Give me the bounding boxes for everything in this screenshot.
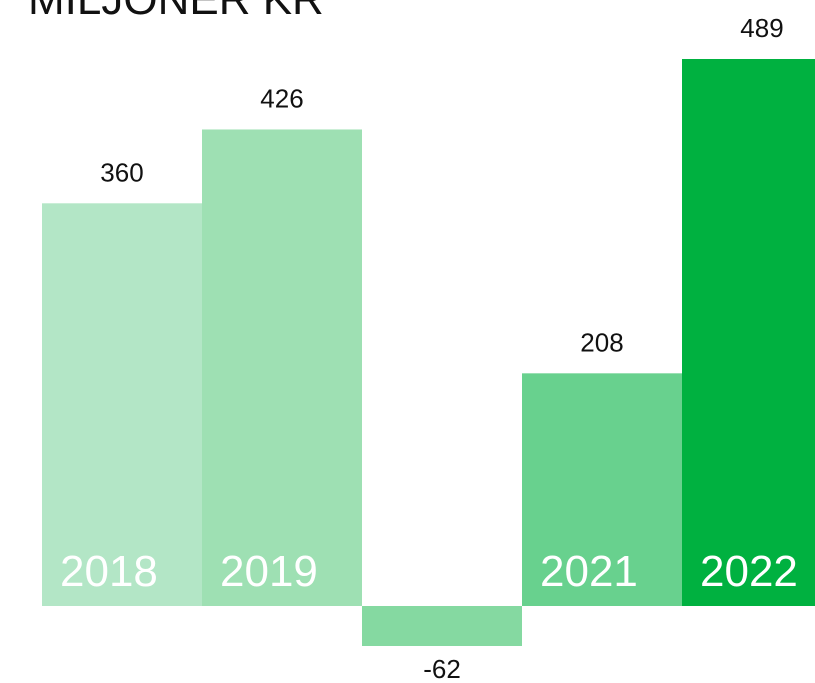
value-label: 489 <box>740 13 783 43</box>
chart-title: MILJONER KR <box>28 0 324 24</box>
bar <box>42 203 202 607</box>
bar <box>362 606 522 646</box>
category-label: 2021 <box>540 547 638 596</box>
value-label: 208 <box>580 327 623 357</box>
value-label: 360 <box>100 157 143 187</box>
bar <box>522 373 682 606</box>
category-label: 2019 <box>220 547 318 596</box>
category-label: 2018 <box>60 547 158 596</box>
value-label: 426 <box>260 83 303 113</box>
bar <box>682 59 815 606</box>
bar <box>202 129 362 606</box>
value-label: -62 <box>423 654 461 683</box>
category-label: 2022 <box>700 547 798 596</box>
